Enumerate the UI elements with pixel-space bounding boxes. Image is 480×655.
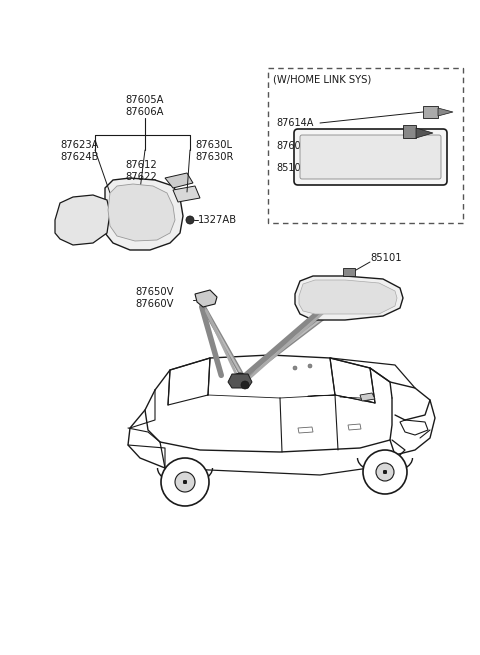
Circle shape bbox=[175, 472, 195, 492]
Text: 87630R: 87630R bbox=[195, 152, 233, 162]
Circle shape bbox=[384, 470, 386, 474]
Circle shape bbox=[233, 373, 247, 387]
Polygon shape bbox=[438, 108, 453, 116]
Circle shape bbox=[186, 216, 194, 224]
Circle shape bbox=[241, 381, 249, 389]
Circle shape bbox=[183, 481, 187, 483]
Text: 87605A: 87605A bbox=[126, 95, 164, 105]
Circle shape bbox=[384, 470, 386, 474]
Circle shape bbox=[384, 470, 386, 474]
Polygon shape bbox=[103, 178, 183, 250]
Polygon shape bbox=[108, 184, 175, 241]
Text: 87660V: 87660V bbox=[135, 299, 173, 309]
Circle shape bbox=[384, 470, 386, 474]
Polygon shape bbox=[195, 290, 217, 307]
Text: 85101: 85101 bbox=[370, 253, 402, 263]
Polygon shape bbox=[360, 393, 375, 401]
Text: 1327AB: 1327AB bbox=[198, 215, 237, 225]
Text: 87612: 87612 bbox=[125, 160, 157, 170]
FancyBboxPatch shape bbox=[294, 129, 447, 185]
Polygon shape bbox=[343, 268, 355, 276]
Circle shape bbox=[363, 450, 407, 494]
Polygon shape bbox=[55, 195, 110, 245]
Polygon shape bbox=[173, 186, 200, 202]
Circle shape bbox=[308, 364, 312, 368]
Text: (W/HOME LINK SYS): (W/HOME LINK SYS) bbox=[273, 75, 371, 85]
Circle shape bbox=[183, 481, 187, 483]
Polygon shape bbox=[165, 173, 193, 188]
Circle shape bbox=[183, 481, 187, 483]
Text: 87623A: 87623A bbox=[60, 140, 98, 150]
Polygon shape bbox=[403, 125, 416, 138]
Circle shape bbox=[376, 463, 394, 481]
Text: 87630L: 87630L bbox=[195, 140, 232, 150]
Circle shape bbox=[183, 481, 187, 483]
Polygon shape bbox=[423, 106, 438, 118]
Polygon shape bbox=[295, 276, 403, 320]
Circle shape bbox=[293, 366, 297, 370]
Text: 87609B: 87609B bbox=[276, 141, 313, 151]
Polygon shape bbox=[299, 280, 397, 314]
Circle shape bbox=[183, 481, 187, 483]
Circle shape bbox=[384, 470, 386, 474]
Text: 87622: 87622 bbox=[125, 172, 157, 182]
Circle shape bbox=[183, 481, 187, 483]
Circle shape bbox=[161, 458, 209, 506]
FancyBboxPatch shape bbox=[300, 135, 441, 179]
Text: 87614A: 87614A bbox=[276, 118, 313, 128]
Text: 85101: 85101 bbox=[276, 163, 307, 173]
Polygon shape bbox=[416, 128, 433, 138]
Text: 87606A: 87606A bbox=[126, 107, 164, 117]
Polygon shape bbox=[228, 374, 252, 388]
Text: 87624B: 87624B bbox=[60, 152, 98, 162]
Text: 87650V: 87650V bbox=[135, 287, 173, 297]
FancyBboxPatch shape bbox=[268, 68, 463, 223]
Circle shape bbox=[384, 470, 386, 474]
